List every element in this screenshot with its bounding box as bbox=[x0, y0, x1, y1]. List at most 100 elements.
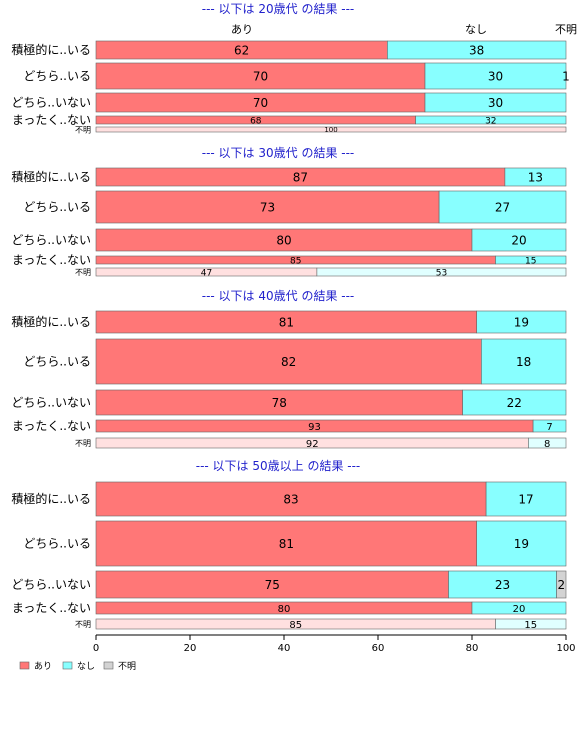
panel-title: --- 以下は 20歳代 の結果 --- bbox=[202, 2, 355, 16]
x-tick-label: 20 bbox=[184, 643, 197, 654]
category-label: まったく..ない bbox=[12, 419, 91, 433]
bar-segment bbox=[95, 481, 487, 517]
data-label: 22 bbox=[507, 396, 522, 410]
bar-segment bbox=[95, 389, 463, 416]
category-label: どちら..いる bbox=[23, 69, 91, 83]
top-series-label-1: なし bbox=[465, 23, 487, 36]
legend-label: あり bbox=[34, 661, 52, 672]
category-label: 積極的に..いる bbox=[11, 42, 91, 57]
x-tick-label: 0 bbox=[93, 643, 99, 654]
data-label: 8 bbox=[544, 439, 550, 450]
data-label: 70 bbox=[253, 96, 268, 110]
top-series-label-2: 不明 bbox=[555, 23, 577, 36]
bar-segment bbox=[476, 310, 567, 334]
category-label: どちら..いる bbox=[23, 355, 91, 369]
data-label: 32 bbox=[485, 116, 496, 126]
data-label: 2 bbox=[557, 578, 565, 592]
category-label: どちら..いる bbox=[23, 200, 91, 214]
data-label: 30 bbox=[488, 70, 503, 84]
legend-label: なし bbox=[77, 661, 95, 672]
data-label: 20 bbox=[513, 604, 526, 615]
data-label: 100 bbox=[324, 126, 337, 134]
data-label: 87 bbox=[293, 171, 308, 185]
data-label: 15 bbox=[524, 620, 537, 631]
category-label: まったく..ない bbox=[12, 601, 91, 615]
bar-segment bbox=[415, 115, 567, 125]
category-label: どちら..いない bbox=[11, 96, 91, 110]
data-label: 70 bbox=[253, 70, 268, 84]
data-label: 62 bbox=[234, 44, 249, 58]
bar-segment bbox=[481, 338, 567, 385]
category-label: 積極的に..いる bbox=[11, 169, 91, 184]
legend-label: 不明 bbox=[118, 661, 136, 672]
data-label: 38 bbox=[469, 44, 484, 58]
data-label: 80 bbox=[276, 234, 291, 248]
bar-segment bbox=[95, 338, 482, 385]
category-label: どちら..いる bbox=[23, 537, 91, 551]
bar-segment bbox=[424, 62, 567, 90]
data-label: 19 bbox=[514, 316, 529, 330]
top-series-label-0: あり bbox=[231, 23, 253, 36]
panel-title: --- 以下は 40歳代 の結果 --- bbox=[202, 289, 355, 303]
category-label: 不明 bbox=[75, 268, 91, 277]
data-label: 80 bbox=[278, 604, 291, 615]
data-label: 19 bbox=[514, 537, 529, 551]
data-label: 17 bbox=[518, 493, 533, 507]
data-label: 1 bbox=[562, 70, 570, 84]
bar-segment bbox=[95, 126, 567, 133]
x-tick-label: 40 bbox=[278, 643, 291, 654]
x-tick-label: 60 bbox=[372, 643, 385, 654]
data-label: 47 bbox=[201, 268, 212, 278]
bar-segment bbox=[532, 419, 567, 433]
data-label: 85 bbox=[289, 620, 302, 631]
data-label: 23 bbox=[495, 578, 510, 592]
panel-title: --- 以下は 30歳代 の結果 --- bbox=[202, 146, 355, 160]
x-tick-label: 100 bbox=[556, 643, 575, 654]
category-label: 積極的に..いる bbox=[11, 314, 91, 329]
category-label: どちら..いない bbox=[11, 396, 91, 410]
bar-segment bbox=[387, 40, 567, 60]
bar-segment bbox=[448, 570, 557, 599]
legend-swatch bbox=[62, 661, 73, 670]
legend-swatch bbox=[103, 661, 114, 670]
bar-segment bbox=[471, 601, 567, 615]
category-label: まったく..ない bbox=[12, 253, 91, 267]
bar-segment bbox=[316, 267, 567, 277]
category-label: どちら..いない bbox=[11, 233, 91, 247]
bar-segment bbox=[556, 570, 567, 599]
category-label: 不明 bbox=[75, 439, 91, 448]
data-label: 82 bbox=[281, 355, 296, 369]
bar-segment bbox=[95, 62, 426, 90]
data-label: 53 bbox=[436, 268, 447, 278]
data-label: 30 bbox=[488, 96, 503, 110]
bar-segment bbox=[95, 520, 478, 567]
data-label: 75 bbox=[265, 578, 280, 592]
data-label: 73 bbox=[260, 201, 275, 215]
bar-segment bbox=[438, 190, 567, 224]
data-label: 27 bbox=[495, 201, 510, 215]
bar-segment bbox=[95, 190, 440, 224]
data-label: 13 bbox=[528, 171, 543, 185]
bar-segment bbox=[495, 618, 567, 630]
bar-segment bbox=[504, 167, 567, 187]
bar-segment bbox=[462, 389, 567, 416]
x-tick-label: 80 bbox=[466, 643, 479, 654]
bar-segment bbox=[495, 255, 567, 265]
data-label: 78 bbox=[272, 396, 287, 410]
data-label: 18 bbox=[516, 355, 531, 369]
data-label: 15 bbox=[525, 256, 536, 266]
bar-segment bbox=[528, 437, 567, 449]
bar-segment bbox=[424, 92, 567, 113]
data-label: 68 bbox=[250, 116, 262, 126]
data-label: 81 bbox=[279, 316, 294, 330]
category-label: 積極的に..いる bbox=[11, 491, 91, 506]
legend-swatch bbox=[19, 661, 30, 670]
category-label: まったく..ない bbox=[12, 113, 91, 127]
category-label: 不明 bbox=[75, 126, 91, 135]
data-label: 7 bbox=[546, 422, 552, 433]
panel-title: --- 以下は 50歳以上 の結果 --- bbox=[196, 459, 361, 473]
category-label: 不明 bbox=[75, 620, 91, 629]
bar-segment bbox=[95, 570, 449, 599]
